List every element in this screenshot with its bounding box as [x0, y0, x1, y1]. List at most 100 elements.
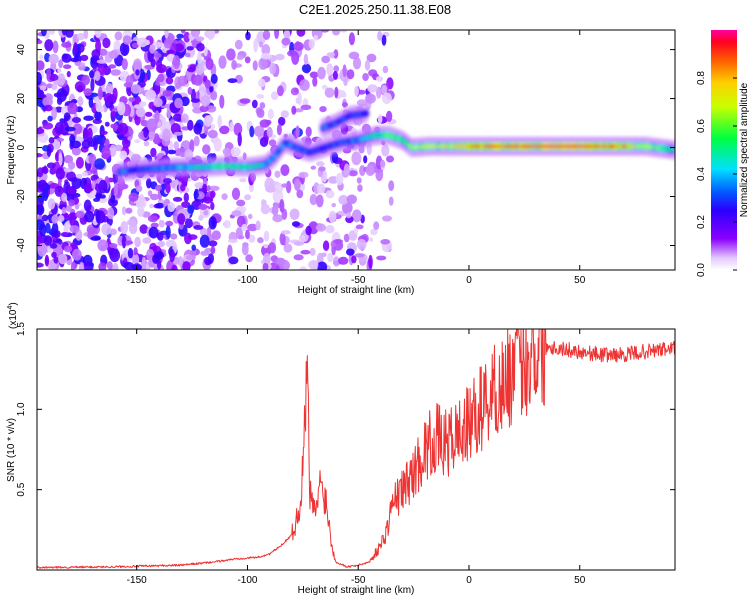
spectrogram-noise-blob	[244, 194, 252, 201]
spectrogram-noise-blob	[164, 30, 169, 39]
spectrogram-noise-blob	[251, 99, 258, 109]
spectrogram-y-tick-label: 0	[16, 144, 27, 150]
spectrogram-noise-blob	[368, 254, 373, 269]
spectrogram-noise-blob	[264, 177, 275, 192]
spectrogram-noise-blob	[202, 183, 208, 193]
spectrogram-noise-blob	[325, 190, 335, 199]
spectrogram-noise-blob	[256, 94, 265, 99]
spectrogram-noise-blob	[109, 243, 118, 249]
spectrogram-y-tick-label: -40	[16, 238, 27, 253]
snr-y-tick-label: 1.5	[16, 322, 27, 336]
spectrogram-noise-blob	[280, 164, 290, 177]
spectrogram-noise-blob	[162, 90, 172, 97]
spectrogram-ridge-core	[671, 148, 675, 152]
spectrogram-noise-blob	[113, 182, 119, 196]
spectrogram-noise-blob	[326, 63, 334, 76]
spectrogram-noise-blob	[167, 149, 177, 155]
spectrogram-noise-blob	[39, 223, 47, 237]
spectrogram-noise-blob	[198, 203, 208, 210]
spectrogram-noise-blob	[122, 35, 132, 45]
spectrogram-noise-blob	[276, 124, 282, 136]
spectrogram-noise-blob	[42, 96, 53, 107]
spectrogram-noise-blob	[43, 165, 48, 173]
spectrogram-noise-blob	[77, 96, 84, 107]
spectrogram-noise-blob	[313, 34, 319, 41]
spectrogram-noise-blob	[59, 121, 70, 136]
spectrogram-noise-blob	[128, 222, 138, 235]
spectrogram-y-tick-label: -20	[16, 189, 27, 204]
spectrogram-noise-blob	[381, 144, 390, 157]
colorbar-ticks: 0.0 0.2 0.4 0.6 0.8	[696, 71, 737, 277]
spectrogram-noise-blob	[269, 62, 277, 75]
spectrogram-noise-blob	[346, 69, 355, 80]
spectrogram-noise-blob	[83, 127, 89, 139]
snr-x-tick-label: -100	[237, 575, 257, 586]
spectrogram-noise-blob	[203, 46, 208, 57]
spectrogram-noise-blob	[331, 151, 339, 164]
spectrogram-noise-blob	[46, 68, 51, 79]
spectrogram-noise-blob	[238, 206, 247, 213]
spectrogram-noise-blob	[81, 74, 91, 86]
colorbar: 0.0 0.2 0.4 0.6 0.8 Normalized spectral ampl…	[696, 30, 750, 277]
spectrogram-noise-blob	[198, 214, 204, 221]
spectrogram-noise-blob	[174, 43, 185, 52]
spectrogram-noise-blob	[202, 196, 214, 204]
spectrogram-noise-blob	[43, 235, 53, 246]
spectrogram-noise-blob	[210, 246, 216, 254]
spectrogram-noise-blob	[37, 204, 45, 216]
spectrogram-ridge-core	[272, 155, 277, 159]
spectrogram-noise-blob	[293, 254, 304, 261]
spectrogram-noise-blob	[208, 240, 218, 247]
spectrogram-noise-blob	[157, 73, 165, 83]
spectrogram-noise-blob	[177, 213, 186, 225]
spectrogram-noise-blob	[171, 264, 178, 270]
spectrogram-noise-blob	[87, 127, 93, 141]
spectrogram-noise-blob	[343, 78, 348, 87]
snr-y-ticks: 0.5 1.0 1.5	[16, 322, 675, 497]
colorbar-tick-label: 0.4	[696, 167, 707, 181]
spectrogram-noise-blob	[118, 122, 129, 136]
colorbar-tick-label: 0.8	[696, 71, 707, 85]
spectrogram-noise-blob	[64, 126, 76, 132]
spectrogram-noise-blob	[127, 247, 134, 259]
spectrogram-noise-blob	[131, 253, 140, 267]
spectrogram-noise-blob	[124, 240, 134, 245]
spectrogram-noise-blob	[261, 199, 266, 208]
spectrogram-noise-blob	[279, 199, 285, 213]
spectrogram-noise-blob	[177, 256, 184, 267]
spectrogram-noise-blob	[333, 65, 340, 73]
spectrogram-noise-blob	[210, 91, 218, 101]
spectrogram-noise-blob	[241, 223, 248, 232]
spectrogram-noise-blob	[298, 171, 309, 179]
spectrogram-noise-blob	[81, 171, 88, 177]
spectrogram-noise-blob	[262, 262, 269, 270]
spectrogram-noise-blob	[245, 229, 250, 240]
spectrogram-noise-blob	[95, 210, 101, 224]
spectrogram-noise-blob	[195, 63, 205, 75]
spectrogram-noise-blob	[295, 97, 300, 104]
spectrogram-noise-blob	[90, 236, 101, 241]
spectrogram-noise-blob	[239, 98, 251, 104]
spectrogram-noise-blob	[112, 262, 119, 270]
spectrogram-panel: -150 -100 -50 0 50 -40 -20 0 20 40 Height of str…	[6, 29, 676, 296]
spectrogram-noise-blob	[194, 182, 205, 189]
spectrogram-noise-blob	[63, 245, 73, 253]
snr-x-ticks: -150 -100 -50 0 50	[127, 329, 586, 586]
spectrogram-noise-blob	[258, 57, 268, 70]
spectrogram-noise-blob	[61, 42, 72, 48]
snr-y-axis-label: SNR (10 * v/v)	[6, 418, 17, 482]
spectrogram-noise-blob	[268, 139, 277, 147]
spectrogram-noise-blob	[234, 39, 243, 50]
spectrogram-noise-blob	[70, 57, 80, 63]
spectrogram-noise-blob	[37, 71, 42, 86]
spectrogram-noise-blob	[83, 30, 89, 40]
spectrogram-x-axis-label: Height of straight line (km)	[298, 285, 415, 296]
spectrogram-noise-blob	[37, 243, 47, 257]
spectrogram-noise-blob	[97, 65, 106, 76]
snr-x-tick-label: 0	[466, 575, 472, 586]
spectrogram-noise-blob	[280, 110, 289, 118]
spectrogram-noise-blob	[312, 76, 318, 87]
spectrogram-noise-blob	[293, 41, 304, 52]
spectrogram-noise-blob	[300, 104, 312, 111]
spectrogram-noise-blob	[173, 141, 179, 150]
